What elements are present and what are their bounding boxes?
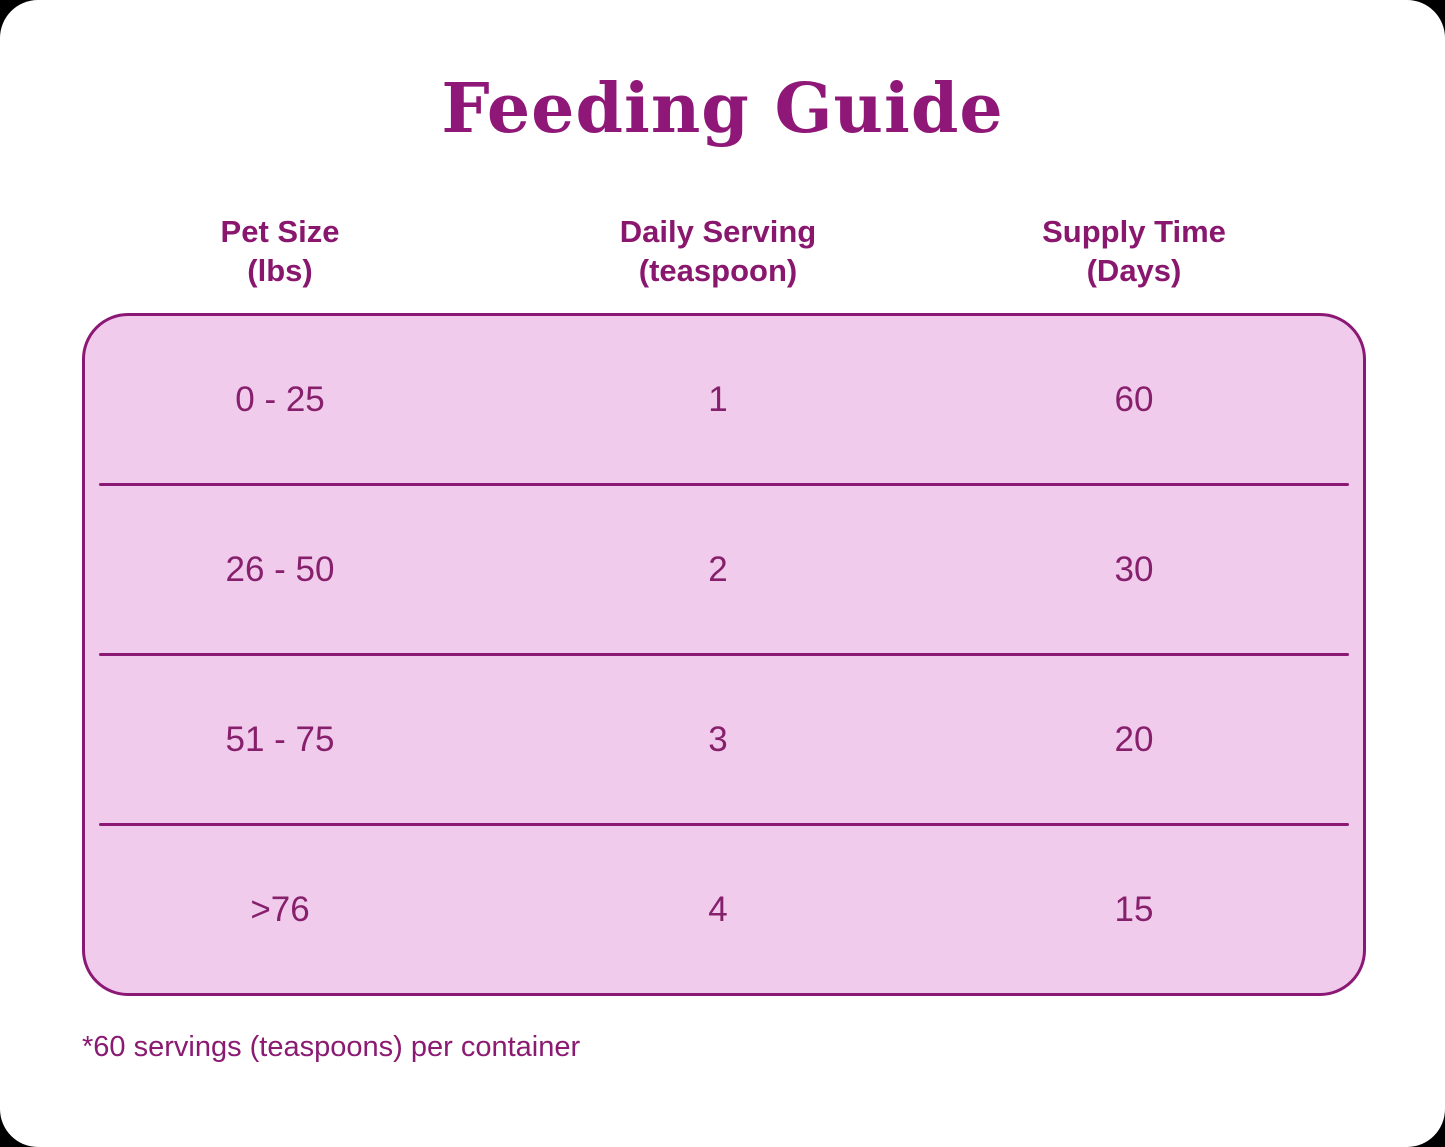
cell-supply-time: 30 bbox=[1114, 549, 1154, 589]
column-header-supply-time: Supply Time (Days) bbox=[961, 212, 1307, 290]
column-header-line: Supply Time bbox=[1042, 214, 1226, 249]
cell-daily-serving: 1 bbox=[708, 379, 728, 419]
cell-daily-serving: 3 bbox=[708, 719, 728, 759]
table-row: 51 - 75 3 20 bbox=[85, 656, 1363, 823]
column-header-unit: (Days) bbox=[1086, 253, 1182, 288]
cell-pet-size: >76 bbox=[250, 889, 310, 929]
cell-pet-size: 0 - 25 bbox=[235, 379, 325, 419]
table-row: 26 - 50 2 30 bbox=[85, 486, 1363, 653]
servings-footnote: *60 servings (teaspoons) per container bbox=[82, 1031, 581, 1063]
cell-supply-time: 60 bbox=[1114, 379, 1154, 419]
cell-daily-serving: 2 bbox=[708, 549, 728, 589]
column-header-unit: (lbs) bbox=[247, 253, 313, 288]
column-header-row: Pet Size (lbs) Daily Serving (teaspoon) … bbox=[85, 212, 1368, 290]
row-divider bbox=[99, 653, 1349, 656]
table-row: >76 4 15 bbox=[85, 826, 1363, 993]
cell-supply-time: 20 bbox=[1114, 719, 1154, 759]
column-header-pet-size: Pet Size (lbs) bbox=[85, 212, 475, 290]
cell-pet-size: 26 - 50 bbox=[225, 549, 335, 589]
cell-daily-serving: 4 bbox=[708, 889, 728, 929]
cell-pet-size: 51 - 75 bbox=[225, 719, 335, 759]
column-header-line: Daily Serving bbox=[619, 214, 817, 249]
page-title: Feeding Guide bbox=[441, 69, 1004, 149]
feeding-table: 0 - 25 1 60 26 - 50 2 30 51 - 75 3 20 >7… bbox=[82, 313, 1366, 996]
column-header-daily-serving: Daily Serving (teaspoon) bbox=[475, 212, 961, 290]
row-divider bbox=[99, 483, 1349, 486]
table-row: 0 - 25 1 60 bbox=[85, 316, 1363, 483]
row-divider bbox=[99, 823, 1349, 826]
cell-supply-time: 15 bbox=[1114, 889, 1154, 929]
column-header-line: Pet Size bbox=[220, 214, 340, 249]
column-header-unit: (teaspoon) bbox=[638, 253, 798, 288]
